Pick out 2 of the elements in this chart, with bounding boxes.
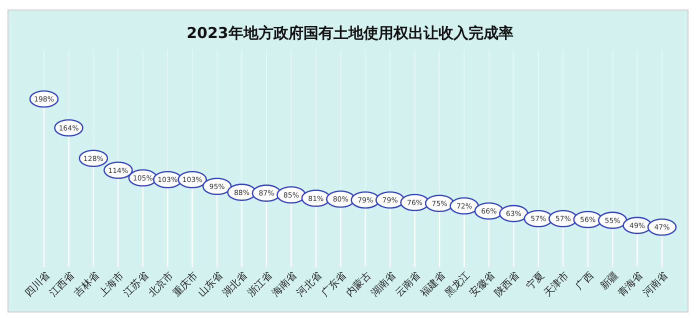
chart-title: 2023年地方政府国有土地使用权出让收入完成率 (186, 24, 514, 42)
x-tick-label: 广西 (573, 270, 596, 292)
